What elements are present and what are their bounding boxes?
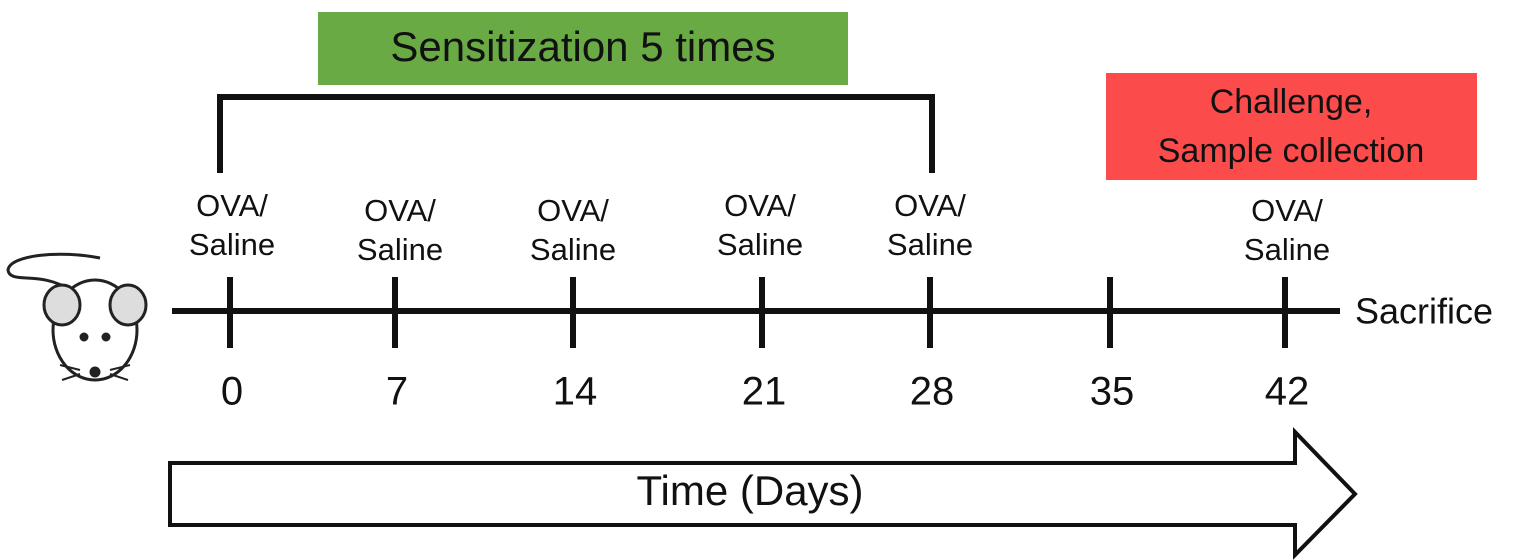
challenge-label: Sample collection: [1158, 132, 1424, 170]
injection-label: OVA/: [894, 188, 966, 223]
injection-label: OVA/: [196, 188, 268, 223]
day-label: 42: [1265, 370, 1310, 414]
time-arrow: [168, 427, 1358, 560]
sensitization-label: Sensitization 5 times: [390, 23, 775, 70]
time-arrow-label: Time (Days): [636, 467, 863, 514]
challenge-box: [1106, 73, 1477, 180]
day-label: 0: [221, 370, 243, 414]
injection-label: OVA/: [1251, 193, 1323, 228]
mouse-icon: [6, 252, 148, 382]
injection-label: Saline: [717, 227, 803, 262]
sensitization-bracket: [217, 94, 935, 173]
injection-label: Saline: [1244, 232, 1330, 267]
injection-label: OVA/: [537, 193, 609, 228]
sensitization-box: [318, 12, 848, 85]
day-label: 21: [742, 370, 787, 414]
day-label: 14: [553, 370, 598, 414]
injection-label: Saline: [189, 227, 275, 262]
injection-label: Saline: [887, 227, 973, 262]
day-label: 28: [910, 370, 955, 414]
injection-label: OVA/: [364, 193, 436, 228]
injection-label: OVA/: [724, 188, 796, 223]
injection-label: Saline: [357, 232, 443, 267]
challenge-label: Challenge,: [1210, 83, 1373, 121]
day-label: 35: [1090, 370, 1135, 414]
day-label: 7: [386, 370, 408, 414]
endpoint-label: Sacrifice: [1355, 291, 1493, 332]
injection-label: Saline: [530, 232, 616, 267]
